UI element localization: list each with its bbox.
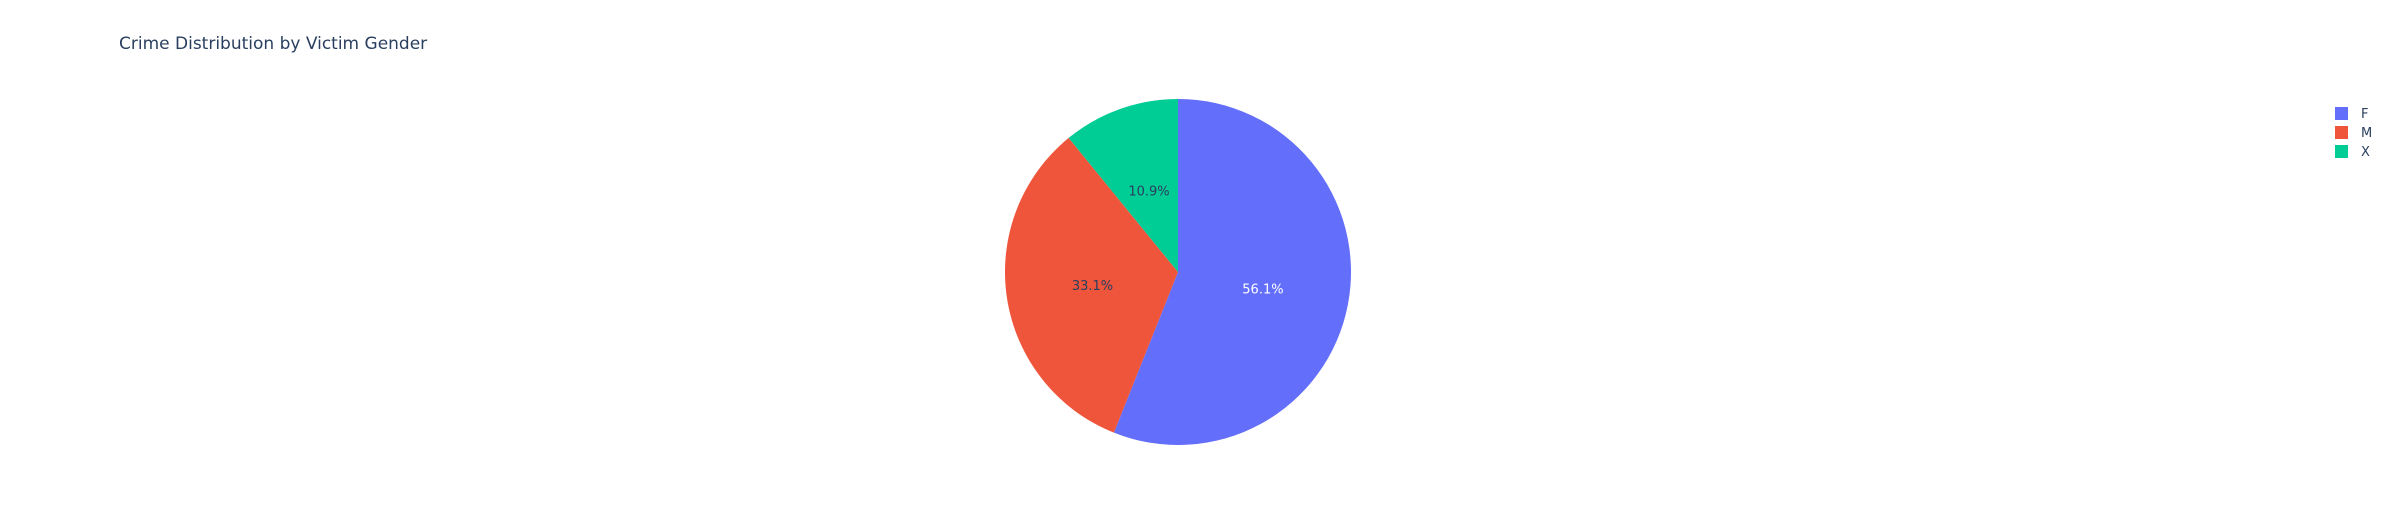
slice-label-x: 10.9% — [1128, 185, 1169, 200]
legend-swatch-x — [2335, 145, 2348, 158]
pie-slice-labels: 56.1% 33.1% 10.9% — [1072, 185, 1284, 298]
legend-swatch-f — [2335, 107, 2348, 120]
pie-slice-f[interactable] — [1113, 99, 1351, 445]
legend-item-f[interactable]: F — [2335, 107, 2368, 122]
legend-label-x: X — [2361, 145, 2370, 160]
slice-label-f: 56.1% — [1242, 282, 1283, 297]
legend: FMX — [2335, 107, 2372, 160]
chart-title: Crime Distribution by Victim Gender — [119, 34, 427, 54]
legend-label-f: F — [2361, 107, 2368, 122]
slice-label-m: 33.1% — [1072, 279, 1113, 294]
legend-item-m[interactable]: M — [2335, 126, 2372, 141]
legend-swatch-m — [2335, 126, 2348, 139]
legend-label-m: M — [2361, 126, 2372, 141]
legend-item-x[interactable]: X — [2335, 145, 2370, 160]
pie-slice-x[interactable] — [1068, 99, 1178, 272]
pie-slices — [1005, 99, 1351, 445]
pie-slice-m[interactable] — [1005, 137, 1178, 433]
